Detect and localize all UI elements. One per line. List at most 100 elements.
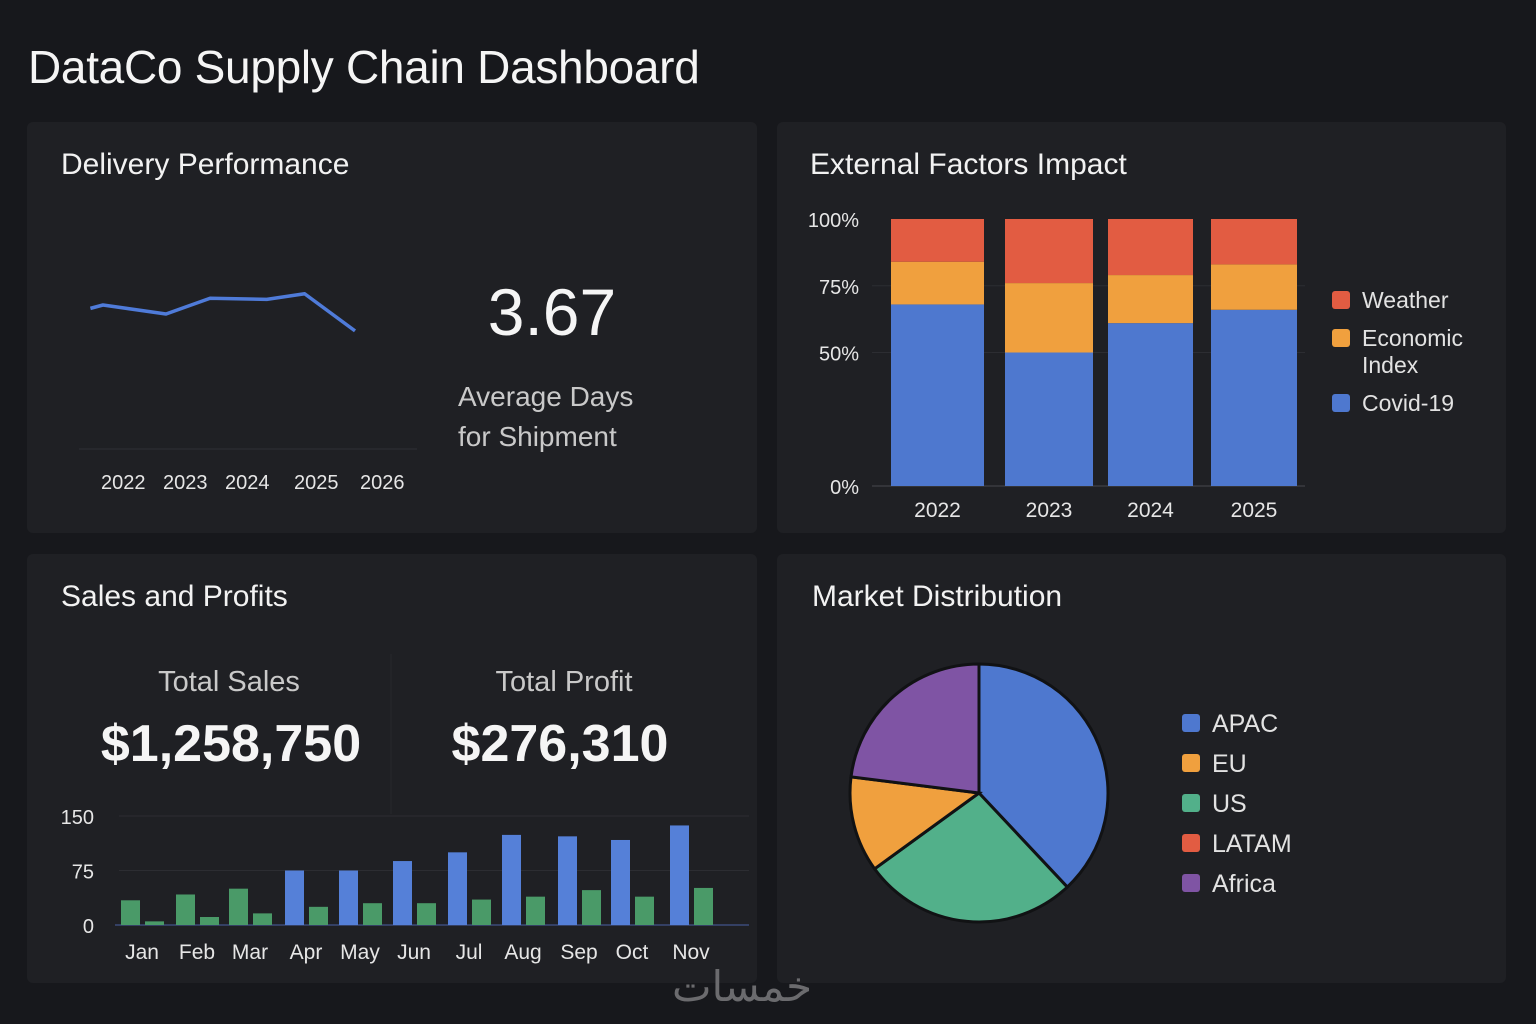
y-tick-label: 0 (83, 916, 94, 938)
legend-item-africa[interactable]: Africa (1182, 870, 1292, 899)
x-tick-label: 2022 (101, 472, 146, 494)
legend-label: APAC (1212, 710, 1279, 738)
delivery-line-chart: 2022 2023 2024 2025 2026 (79, 292, 417, 494)
legend-label: US (1212, 790, 1247, 818)
profit-bar (635, 896, 654, 925)
x-tick-label: Jun (397, 941, 431, 964)
sales-bar (229, 888, 248, 925)
kpi-label-line-2: for Shipment (458, 421, 617, 452)
x-tick-label: 2026 (360, 472, 405, 494)
external-factors-stacked-bar-chart: 0% 50% 75% 100% 2022 2023 2024 2025 (808, 210, 1305, 522)
weather-swatch-icon (1332, 291, 1350, 309)
legend-item-apac[interactable]: APAC (1182, 710, 1292, 739)
x-tick-label: Nov (672, 941, 710, 964)
sales-bar (448, 852, 467, 925)
x-tick-label: 2025 (1231, 499, 1278, 522)
profit-bar (200, 917, 219, 925)
bar-segment-economic-index (1211, 264, 1297, 310)
sales-profit-bar-chart: 0 75 150 Jan Feb Mar Apr May Jun Jul Aug Sep Oct Nov (61, 807, 749, 964)
bar-segment-economic-index (1005, 283, 1093, 353)
bar-segment-covid-19 (1005, 352, 1093, 486)
legend-item-covid-19[interactable]: Covid-19 (1332, 390, 1472, 417)
panel-title: Market Distribution (812, 580, 1063, 613)
y-tick-label: 100% (808, 210, 859, 232)
x-tick-label: Oct (616, 941, 649, 964)
watermark-logo: خمسات (672, 962, 813, 1011)
legend-label: Weather (1362, 287, 1449, 313)
x-tick-label: Sep (560, 941, 597, 964)
delivery-performance-panel: Delivery Performance 2022 2023 2024 2025 202… (27, 122, 757, 533)
sales-bar (339, 870, 358, 925)
panel-title: Delivery Performance (61, 148, 350, 181)
legend-label: Economic Index (1362, 325, 1463, 378)
pie-slice-apac (977, 662, 1110, 890)
x-tick-label: Aug (504, 941, 541, 964)
y-tick-label: 75% (819, 277, 859, 299)
external-factors-legend: Weather Economic Index Covid-19 (1332, 287, 1472, 417)
sales-bar (670, 825, 689, 925)
profit-bar (526, 896, 545, 925)
panel-title: Sales and Profits (61, 580, 288, 613)
pie-slice-africa (849, 662, 981, 795)
profit-bar (309, 906, 328, 925)
apac-swatch-icon (1182, 714, 1200, 732)
covid-19-swatch-icon (1332, 394, 1350, 412)
bar-segment-weather (1211, 219, 1297, 265)
profit-bar (253, 913, 272, 925)
bar-segment-covid-19 (1108, 323, 1193, 486)
sales-bar (558, 836, 577, 925)
profit-bar (145, 921, 164, 925)
x-tick-label: 2024 (1127, 499, 1174, 522)
profit-bar (582, 890, 601, 925)
profit-bar (472, 899, 491, 925)
us-swatch-icon (1182, 794, 1200, 812)
legend-label: Covid-19 (1362, 390, 1455, 416)
legend-item-latam[interactable]: LATAM (1182, 830, 1292, 859)
page-title: DataCo Supply Chain Dashboard (28, 41, 700, 93)
bar-segment-covid-19 (891, 304, 984, 486)
avg-days-value: 3.67 (487, 275, 617, 349)
market-distribution-panel: Market Distribution APAC EU US LATAM Africa (777, 554, 1506, 983)
bar-segment-weather (1005, 219, 1093, 284)
legend-item-economic-index[interactable]: Economic Index (1332, 325, 1472, 379)
market-pie-chart (848, 662, 1110, 924)
bar-segment-covid-19 (1211, 309, 1297, 486)
y-tick-label: 50% (819, 344, 859, 366)
y-tick-label: 0% (830, 477, 859, 499)
bar-segment-economic-index (891, 261, 984, 305)
economic-index-swatch-icon (1332, 329, 1350, 347)
panel-title: External Factors Impact (810, 148, 1127, 181)
sales-bar (393, 861, 412, 925)
sales-bar (285, 870, 304, 925)
kpi-label-line-1: Average Days (458, 381, 634, 412)
stat-divider (390, 654, 392, 814)
legend-item-weather[interactable]: Weather (1332, 287, 1472, 314)
x-tick-label: Apr (290, 941, 323, 964)
x-tick-label: 2023 (163, 472, 208, 494)
x-tick-label: Jul (456, 941, 483, 964)
total-sales-label: Total Sales (158, 666, 300, 698)
sales-profits-panel: Sales and Profits Total Sales $1,258,750… (27, 554, 757, 983)
legend-item-eu[interactable]: EU (1182, 750, 1292, 779)
avg-days-label: Average Days for Shipment (458, 377, 633, 457)
total-profit-value: $276,310 (451, 715, 669, 773)
pie-slice-eu (848, 775, 983, 871)
bar-segment-weather (891, 219, 984, 262)
legend-item-us[interactable]: US (1182, 790, 1292, 819)
bar-segment-weather (1108, 219, 1193, 276)
pie-slice-us (872, 791, 1070, 924)
y-tick-label: 75 (72, 862, 94, 884)
total-profit-label: Total Profit (495, 666, 633, 698)
sales-bar (176, 894, 195, 925)
bar-segment-economic-index (1108, 275, 1193, 324)
sales-bar (611, 839, 630, 925)
latam-swatch-icon (1182, 834, 1200, 852)
profit-bar (417, 903, 436, 925)
y-tick-label: 150 (61, 807, 94, 829)
sales-bar (502, 834, 521, 925)
x-tick-label: Mar (232, 941, 268, 964)
x-tick-label: 2024 (225, 472, 270, 494)
delivery-line (89, 292, 357, 333)
x-tick-label: May (340, 941, 380, 964)
x-tick-label: Jan (125, 941, 159, 964)
